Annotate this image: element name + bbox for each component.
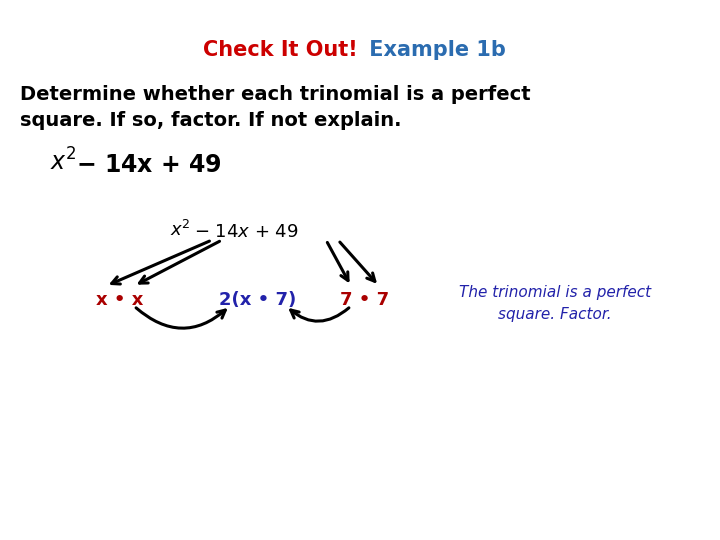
Text: $\mathbf{-}$ $\mathbf{14x}$ $\mathbf{+}$ $\mathbf{49}$: $\mathbf{-}$ $\mathbf{14x}$ $\mathbf{+}$… xyxy=(76,153,222,177)
Text: $x^2$: $x^2$ xyxy=(170,220,191,240)
Text: 2(x • 7): 2(x • 7) xyxy=(220,291,297,309)
Text: Check It Out!: Check It Out! xyxy=(203,40,358,60)
Text: x • x: x • x xyxy=(96,291,144,309)
Text: Determine whether each trinomial is a perfect: Determine whether each trinomial is a pe… xyxy=(20,85,531,105)
Text: $-$ $14x$ $+$ $49$: $-$ $14x$ $+$ $49$ xyxy=(194,223,299,241)
Text: 7 • 7: 7 • 7 xyxy=(341,291,390,309)
Text: $x^2$: $x^2$ xyxy=(50,148,76,176)
Text: square. Factor.: square. Factor. xyxy=(498,307,612,321)
Text: The trinomial is a perfect: The trinomial is a perfect xyxy=(459,285,651,300)
Text: square. If so, factor. If not explain.: square. If so, factor. If not explain. xyxy=(20,111,402,130)
Text: Example 1b: Example 1b xyxy=(362,40,506,60)
